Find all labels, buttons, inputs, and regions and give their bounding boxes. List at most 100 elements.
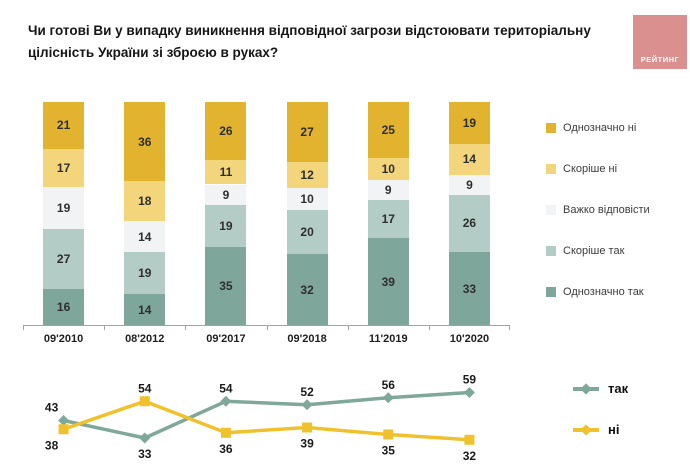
axis-tick (185, 326, 187, 330)
legend-label: Скоріше ні (563, 163, 618, 175)
bar-value-label: 27 (56, 252, 71, 267)
x-axis-label: 10'2020 (449, 333, 490, 345)
bar-segment: 35 (205, 246, 247, 325)
bar-value-label: 20 (300, 225, 314, 240)
line-value-label: 38 (45, 438, 59, 452)
legend-item: Важко відповісти (546, 204, 650, 216)
axis-tick (428, 326, 430, 330)
bar-value-label: 33 (462, 281, 477, 296)
bar-x-axis-labels: 09'2010 08'2012 09'2017 09'2018 11'2019 10'20… (23, 333, 510, 347)
bar-value-label: 21 (56, 118, 71, 133)
legend-item: Однозначно так (546, 286, 650, 298)
bar-segment: 9 (367, 180, 409, 201)
line-series-так (63, 390, 470, 440)
line-legend-label-no: ні (608, 422, 620, 437)
square-marker-icon (220, 427, 231, 438)
bar-segment: 36 (124, 102, 166, 182)
legend-swatch-icon (546, 123, 556, 133)
rating-group-logo: РЕЙТИНГ (633, 15, 687, 69)
bar-value-label: 32 (300, 282, 314, 297)
line-value-label: 39 (300, 437, 314, 451)
square-marker-icon (383, 429, 394, 440)
bar-segment: 39 (367, 238, 409, 325)
line-value-label: 54 (219, 381, 233, 395)
axis-tick (266, 326, 268, 330)
diamond-marker-icon (220, 395, 232, 407)
bar-value-label: 27 (300, 124, 314, 139)
bar-value-label: 17 (56, 160, 71, 175)
bar-value-label: 14 (462, 152, 477, 167)
line-value-label: 35 (382, 444, 396, 458)
bar-value-label: 10 (300, 192, 314, 207)
bar-segment: 10 (286, 188, 328, 211)
bar-segment: 17 (367, 200, 409, 239)
legend-item: Однозначно ні (546, 122, 650, 134)
line-legend-swatch-no (573, 423, 599, 436)
bar-value-label: 35 (219, 278, 233, 293)
bar-segment: 27 (43, 229, 85, 290)
diamond-marker-icon (580, 423, 592, 436)
line-value-label: 54 (138, 381, 152, 395)
legend-swatch-icon (546, 246, 556, 256)
line-value-label: 36 (219, 442, 233, 456)
legend-item: Скоріше так (546, 245, 650, 257)
diamond-marker-icon (580, 382, 592, 395)
bar-value-label: 17 (381, 212, 395, 227)
line-value-label: 59 (463, 373, 477, 387)
bar-value-label: 19 (56, 200, 71, 215)
bar-value-label: 11 (219, 165, 233, 180)
square-marker-icon (464, 434, 475, 445)
diamond-marker-icon (382, 392, 394, 404)
diamond-marker-icon (463, 387, 475, 398)
x-axis-label: 11'2019 (368, 333, 408, 345)
line-value-label: 56 (382, 378, 396, 392)
line-chart-legend: так ні (573, 381, 628, 437)
line-legend-item-yes: так (573, 381, 628, 396)
legend-swatch-icon (546, 205, 556, 215)
bar-segment: 14 (124, 294, 166, 325)
bar-value-label: 16 (56, 300, 71, 315)
logo-text: РЕЙТИНГ (640, 55, 680, 64)
square-marker-icon (302, 422, 313, 433)
axis-tick (104, 326, 106, 330)
square-marker-icon (58, 424, 69, 435)
line-legend-label-yes: так (608, 381, 629, 396)
bar-value-label: 36 (138, 134, 152, 149)
bar-value-label: 26 (462, 216, 477, 231)
x-axis-label: 09'2010 (43, 333, 84, 345)
bar-value-label: 14 (138, 229, 152, 244)
bar-segment: 33 (448, 252, 490, 325)
legend-label: Однозначно так (563, 286, 644, 298)
bar-segment: 14 (124, 221, 166, 253)
line-series-ні (63, 399, 470, 442)
bar-segment: 21 (43, 102, 85, 149)
legend-swatch-icon (546, 164, 556, 174)
bar-value-label: 14 (138, 302, 152, 317)
bar-segment: 14 (448, 143, 490, 175)
bar-segment: 19 (205, 204, 247, 247)
line-chart-svg: 43 38 54 33 54 36 52 39 56 35 59 32 (45, 373, 477, 463)
bar-segment: 19 (124, 252, 166, 295)
bar-segment: 9 (448, 174, 490, 195)
line-value-label: 33 (138, 447, 152, 461)
bar-value-label: 39 (381, 274, 395, 289)
bar-value-label: 19 (138, 266, 152, 281)
bar-segment: 17 (43, 148, 85, 187)
line-value-label: 43 (45, 401, 59, 415)
bar-segment: 10 (367, 157, 409, 181)
bar-segment: 19 (448, 102, 490, 144)
bar-value-label: 26 (219, 123, 233, 138)
legend-swatch-icon (546, 287, 556, 297)
bar-segment: 26 (205, 102, 247, 160)
bar-value-label: 19 (219, 218, 233, 233)
diamond-marker-icon (301, 399, 313, 411)
bar-value-label: 25 (381, 122, 395, 137)
line-legend-swatch-yes (573, 382, 599, 395)
legend-label: Скоріше так (563, 245, 625, 257)
bar-segment: 19 (43, 186, 85, 230)
bar-segment: 20 (286, 210, 328, 255)
diamond-marker-icon (58, 415, 70, 426)
x-axis-label: 09'2018 (287, 333, 327, 345)
bar-segment: 26 (448, 194, 490, 253)
bar-chart-legend: Однозначно ні Скоріше ні Важко відповісти С… (546, 122, 650, 298)
